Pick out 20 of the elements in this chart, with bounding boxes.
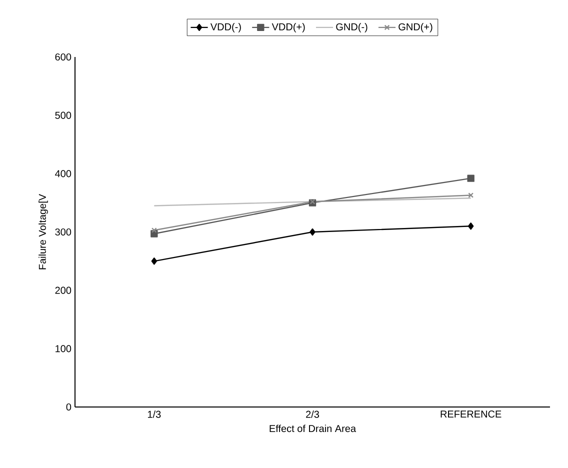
y-tick-label: 0: [66, 403, 72, 411]
y-tick-label: 500: [55, 112, 72, 119]
y-tick-label: 200: [55, 286, 72, 294]
y-tick-label: 100: [56, 345, 72, 352]
legend-label: VDD(+): [272, 23, 305, 32]
x-tick-label: REFERENCE: [440, 410, 502, 418]
legend-label: GND(-): [336, 23, 368, 32]
x-axis-title: Effect of Drain Area: [270, 424, 356, 432]
legend-label: VDD(-): [210, 23, 241, 32]
y-tick-label: 300: [55, 228, 72, 236]
x-tick-label: 2/3: [306, 410, 320, 418]
point: [310, 228, 316, 236]
x-tick-label: 1/3: [148, 410, 161, 418]
legend-label: GND(+): [398, 23, 432, 32]
point: [151, 258, 158, 265]
point: [468, 222, 474, 230]
y-axis-title: Failure Voltage[V: [38, 194, 48, 270]
point: [467, 174, 474, 182]
y-tick-label: 400: [55, 170, 72, 178]
y-tick-label: 600: [55, 53, 72, 61]
